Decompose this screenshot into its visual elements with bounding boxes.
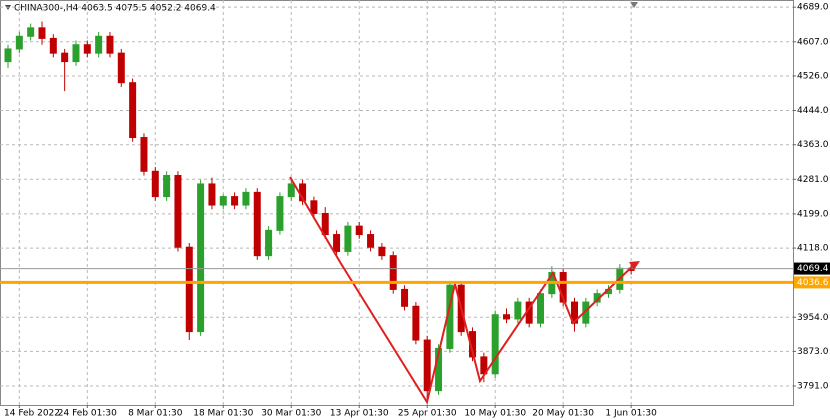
candle-body bbox=[129, 82, 137, 139]
candle-body bbox=[95, 35, 103, 54]
candle-body bbox=[61, 52, 69, 63]
level-box bbox=[794, 276, 830, 289]
candle-body bbox=[537, 293, 545, 324]
candle-body bbox=[423, 339, 431, 392]
candle-body bbox=[174, 175, 182, 248]
x-tick-label: 1 Jun 01:30 bbox=[605, 409, 657, 419]
candle-body bbox=[401, 288, 409, 307]
candle-body bbox=[503, 314, 511, 320]
x-tick-label: 10 May 01:30 bbox=[464, 409, 526, 419]
candle-body bbox=[106, 35, 114, 54]
candle-body bbox=[355, 225, 363, 236]
candle-body bbox=[559, 272, 567, 303]
candle-body bbox=[83, 44, 91, 54]
last-price-box bbox=[794, 262, 830, 275]
candle-body bbox=[185, 246, 193, 333]
x-tick-label: 30 Mar 01:30 bbox=[261, 409, 321, 419]
y-tick-label: 3954.0 bbox=[797, 313, 829, 323]
x-tick-label: 13 Apr 01:30 bbox=[330, 409, 389, 419]
candle-body bbox=[151, 170, 159, 198]
candle-body bbox=[287, 183, 295, 198]
candle-body bbox=[514, 301, 522, 320]
candle-body bbox=[333, 234, 341, 252]
y-tick-label: 4199.0 bbox=[797, 209, 829, 219]
y-tick-label: 4689.0 bbox=[797, 3, 829, 13]
candle-body bbox=[265, 229, 273, 257]
y-tick-label: 3791.0 bbox=[797, 382, 829, 392]
candle-body bbox=[571, 301, 578, 324]
candle-body bbox=[140, 137, 148, 172]
candle-body bbox=[27, 27, 35, 37]
candle-body bbox=[231, 196, 239, 206]
candle-body bbox=[389, 255, 397, 290]
x-tick-label: 18 Mar 01:30 bbox=[193, 409, 253, 419]
y-tick-label: 3873.0 bbox=[797, 347, 829, 357]
zigzag-drawing bbox=[289, 176, 637, 405]
shift-marker bbox=[630, 2, 638, 8]
candle-body bbox=[4, 48, 12, 63]
candle-body bbox=[378, 246, 386, 257]
candle-body bbox=[321, 212, 329, 236]
candle-body bbox=[310, 200, 318, 214]
candle-body bbox=[219, 196, 227, 206]
candle-body bbox=[15, 35, 23, 50]
arrow-head bbox=[629, 261, 640, 270]
candle-body bbox=[253, 191, 261, 257]
candle-body bbox=[72, 44, 80, 63]
y-tick-label: 4281.0 bbox=[797, 175, 829, 185]
x-tick-label: 20 May 01:30 bbox=[532, 409, 594, 419]
candle-body bbox=[49, 37, 57, 54]
y-tick-label: 4607.0 bbox=[797, 37, 829, 47]
y-tick-label: 4363.0 bbox=[797, 140, 829, 150]
x-tick-label: 24 Feb 01:30 bbox=[58, 409, 117, 419]
candle-body bbox=[197, 183, 205, 333]
candle-body bbox=[412, 305, 420, 341]
y-tick-label: 4526.0 bbox=[797, 71, 829, 81]
y-tick-label: 4444.0 bbox=[797, 106, 829, 116]
chart-title: CHINA300-,H4 4063.5 4075.5 4052.2 4069.4 bbox=[14, 4, 216, 14]
candle-body bbox=[208, 183, 216, 206]
x-tick-label: 8 Mar 01:30 bbox=[128, 409, 183, 419]
candle-body bbox=[367, 234, 375, 248]
candle-body bbox=[491, 314, 499, 375]
x-tick-label: 25 Apr 01:30 bbox=[398, 409, 457, 419]
plot-frame bbox=[0, 0, 794, 406]
last-price-label: 4069.4 bbox=[797, 264, 829, 274]
candle-body bbox=[117, 52, 125, 84]
candle-body bbox=[276, 196, 284, 231]
candle-body bbox=[344, 225, 352, 252]
level-label: 4036.6 bbox=[797, 278, 829, 288]
x-tick-label: 14 Feb 2022 bbox=[4, 409, 60, 419]
y-tick-label: 4118.0 bbox=[797, 244, 829, 254]
candle-body bbox=[38, 27, 46, 39]
candle-body bbox=[163, 175, 171, 198]
candle-body bbox=[242, 191, 250, 206]
candles bbox=[0, 0, 793, 405]
